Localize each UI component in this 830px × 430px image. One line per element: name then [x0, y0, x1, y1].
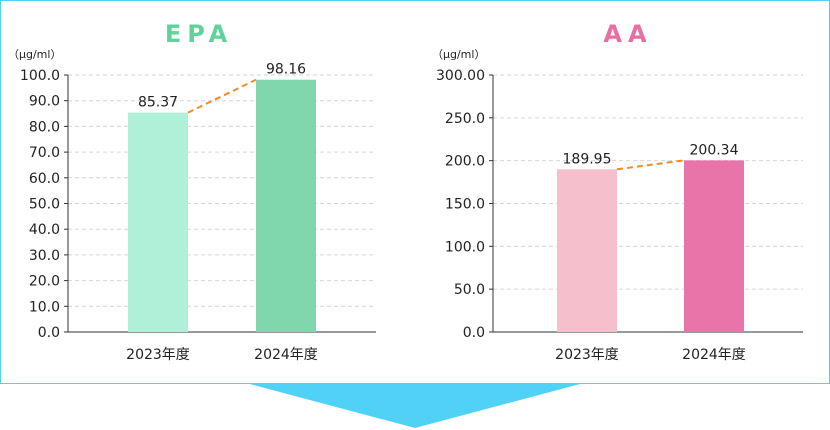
aa-y-tick-label: 300.00: [436, 68, 485, 84]
epa-chart-title: EPA: [165, 20, 233, 48]
epa-y-tick-label: 10.0: [29, 299, 60, 315]
epa-y-tick-label: 70.0: [29, 145, 60, 161]
aa-trend-line: [616, 159, 685, 171]
aa-value-label: 189.95: [563, 151, 612, 167]
aa-category-label: 2023年度: [555, 347, 619, 363]
aa-y-tick-label: 150.0: [445, 197, 485, 213]
epa-value-label: 85.37: [138, 95, 178, 111]
epa-y-tick-label: 20.0: [29, 274, 60, 290]
epa-y-tick-label: 50.0: [29, 197, 60, 213]
epa-y-tick-label: 60.0: [29, 171, 60, 187]
epa-y-tick-label: 0.0: [38, 325, 60, 341]
epa-y-tick-label: 90.0: [29, 94, 60, 110]
aa-y-tick-label: 50.0: [454, 282, 485, 298]
aa-category-label: 2024年度: [682, 347, 746, 363]
aa-value-label: 200.34: [690, 142, 739, 158]
aa-y-tick-label: 0.0: [463, 325, 485, 341]
epa-trend-line: [187, 78, 257, 114]
aa-y-tick-label: 250.0: [445, 111, 485, 127]
epa-y-tick-label: 40.0: [29, 222, 60, 238]
aa-bar-2024年度: [684, 160, 744, 332]
aa-bar-2023年度: [557, 169, 617, 332]
aa-chart-title: AA: [603, 20, 652, 48]
epa-bar-2023年度: [128, 112, 188, 333]
epa-category-label: 2024年度: [254, 347, 318, 363]
epa-y-tick-label: 100.0: [20, 68, 60, 84]
epa-y-tick-label: 30.0: [29, 248, 60, 264]
aa-unit-label: （μg/ml）: [432, 48, 485, 61]
aa-y-tick-label: 100.0: [445, 239, 485, 255]
epa-y-tick-label: 80.0: [29, 119, 60, 135]
epa-unit-label: （μg/ml）: [8, 48, 61, 61]
aa-y-tick-label: 200.0: [445, 154, 485, 170]
epa-category-label: 2023年度: [126, 347, 190, 363]
epa-value-label: 98.16: [266, 62, 306, 78]
epa-bar-2024年度: [256, 79, 316, 333]
down-arrow-shape: [250, 384, 580, 428]
